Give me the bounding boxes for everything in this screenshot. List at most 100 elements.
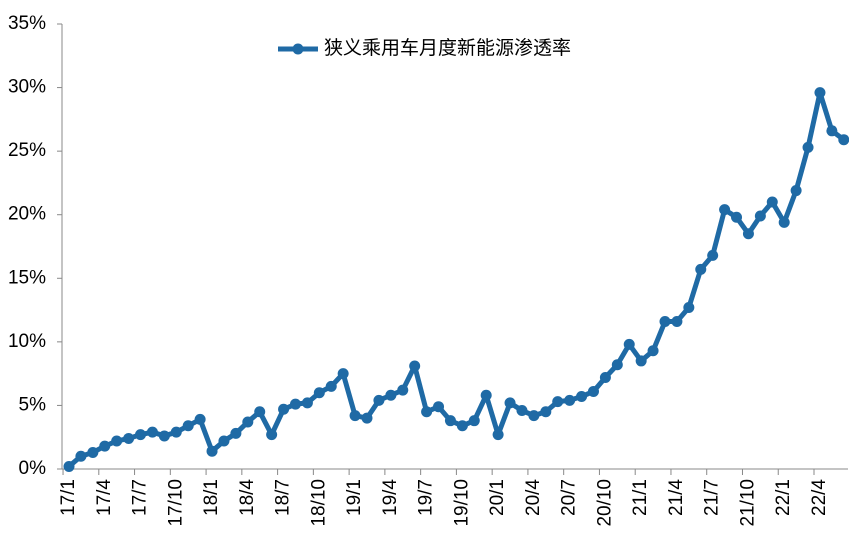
- point: [385, 389, 397, 401]
- point: [301, 397, 313, 409]
- x-tick-label: 20/4: [523, 479, 544, 516]
- point: [409, 360, 421, 372]
- point: [433, 401, 445, 413]
- x-tick-label: 17/10: [165, 479, 186, 527]
- y-tick-label: 0%: [19, 458, 47, 479]
- x-tick-label: 19/10: [451, 479, 472, 527]
- point: [99, 440, 111, 452]
- point: [87, 446, 99, 458]
- x-tick-label: 18/4: [237, 479, 258, 516]
- point: [313, 387, 325, 399]
- point: [266, 429, 278, 441]
- point: [587, 385, 599, 397]
- point: [230, 427, 242, 439]
- y-tick-label: 25%: [8, 140, 46, 161]
- point: [516, 405, 528, 417]
- point: [611, 359, 623, 371]
- x-tick-label: 21/4: [666, 479, 687, 516]
- point: [790, 185, 802, 197]
- point: [802, 141, 814, 153]
- point: [289, 398, 301, 410]
- point: [814, 87, 826, 99]
- x-tick-label: 20/1: [487, 479, 508, 516]
- point: [671, 316, 683, 328]
- point: [838, 134, 849, 146]
- point: [123, 432, 135, 444]
- point: [170, 426, 182, 438]
- legend-label: 狭义乘用车月度新能源渗透率: [324, 37, 571, 59]
- point: [194, 413, 206, 425]
- point: [480, 389, 492, 401]
- point: [766, 196, 778, 208]
- point: [218, 435, 230, 447]
- point: [719, 204, 731, 216]
- point: [373, 394, 385, 406]
- point: [337, 368, 349, 380]
- point: [158, 430, 170, 442]
- point: [349, 410, 361, 422]
- point: [63, 460, 75, 472]
- x-tick-label: 21/7: [702, 479, 723, 516]
- series-line: [67, 90, 846, 469]
- point: [528, 410, 540, 422]
- y-tick-label: 10%: [8, 331, 46, 352]
- x-tick-label: 22/1: [773, 479, 794, 516]
- point: [826, 125, 838, 137]
- y-tick-label: 15%: [8, 267, 46, 288]
- point: [683, 302, 695, 314]
- point: [111, 435, 123, 447]
- y-tick-label: 5%: [19, 394, 47, 415]
- x-tick-label: 19/7: [416, 479, 437, 516]
- point: [182, 420, 194, 432]
- point: [242, 416, 254, 428]
- x-tick-label: 21/1: [630, 479, 651, 516]
- point: [397, 384, 409, 396]
- x-tick-label: 17/7: [130, 479, 151, 516]
- y-tick-label: 30%: [8, 77, 46, 98]
- x-tick-label: 18/1: [201, 479, 222, 516]
- point: [564, 394, 576, 406]
- point: [647, 345, 659, 357]
- point: [325, 380, 337, 392]
- x-tick-label: 21/10: [737, 479, 758, 527]
- point: [278, 403, 290, 415]
- x-tick-label: 17/4: [94, 479, 115, 516]
- point: [468, 415, 480, 427]
- point: [492, 429, 504, 441]
- point: [659, 316, 671, 328]
- point: [146, 426, 158, 438]
- point: [754, 210, 766, 222]
- point: [504, 397, 516, 409]
- point: [576, 391, 588, 403]
- point: [599, 371, 611, 383]
- x-tick-label: 19/1: [344, 479, 365, 516]
- x-tick-label: 20/7: [559, 479, 580, 516]
- x-tick-label: 18/7: [273, 479, 294, 516]
- x-tick-label: 19/4: [380, 479, 401, 516]
- x-tick-label: 17/1: [58, 479, 79, 516]
- point: [361, 412, 373, 424]
- point: [635, 355, 647, 367]
- point: [623, 338, 635, 350]
- point: [75, 450, 87, 462]
- point: [135, 429, 147, 441]
- point: [421, 406, 433, 418]
- legend-marker: [292, 43, 304, 55]
- point: [707, 249, 719, 261]
- point: [254, 406, 266, 418]
- y-tick-label: 35%: [8, 13, 46, 34]
- point: [456, 420, 468, 432]
- y-tick-label: 20%: [8, 204, 46, 225]
- point: [742, 228, 754, 240]
- point: [540, 406, 552, 418]
- point: [731, 211, 743, 223]
- x-tick-label: 18/10: [308, 479, 329, 527]
- point: [206, 445, 218, 457]
- x-tick-label: 22/4: [809, 479, 830, 516]
- point: [778, 216, 790, 228]
- point: [444, 415, 456, 427]
- x-tick-label: 20/10: [594, 479, 615, 527]
- point: [552, 396, 564, 408]
